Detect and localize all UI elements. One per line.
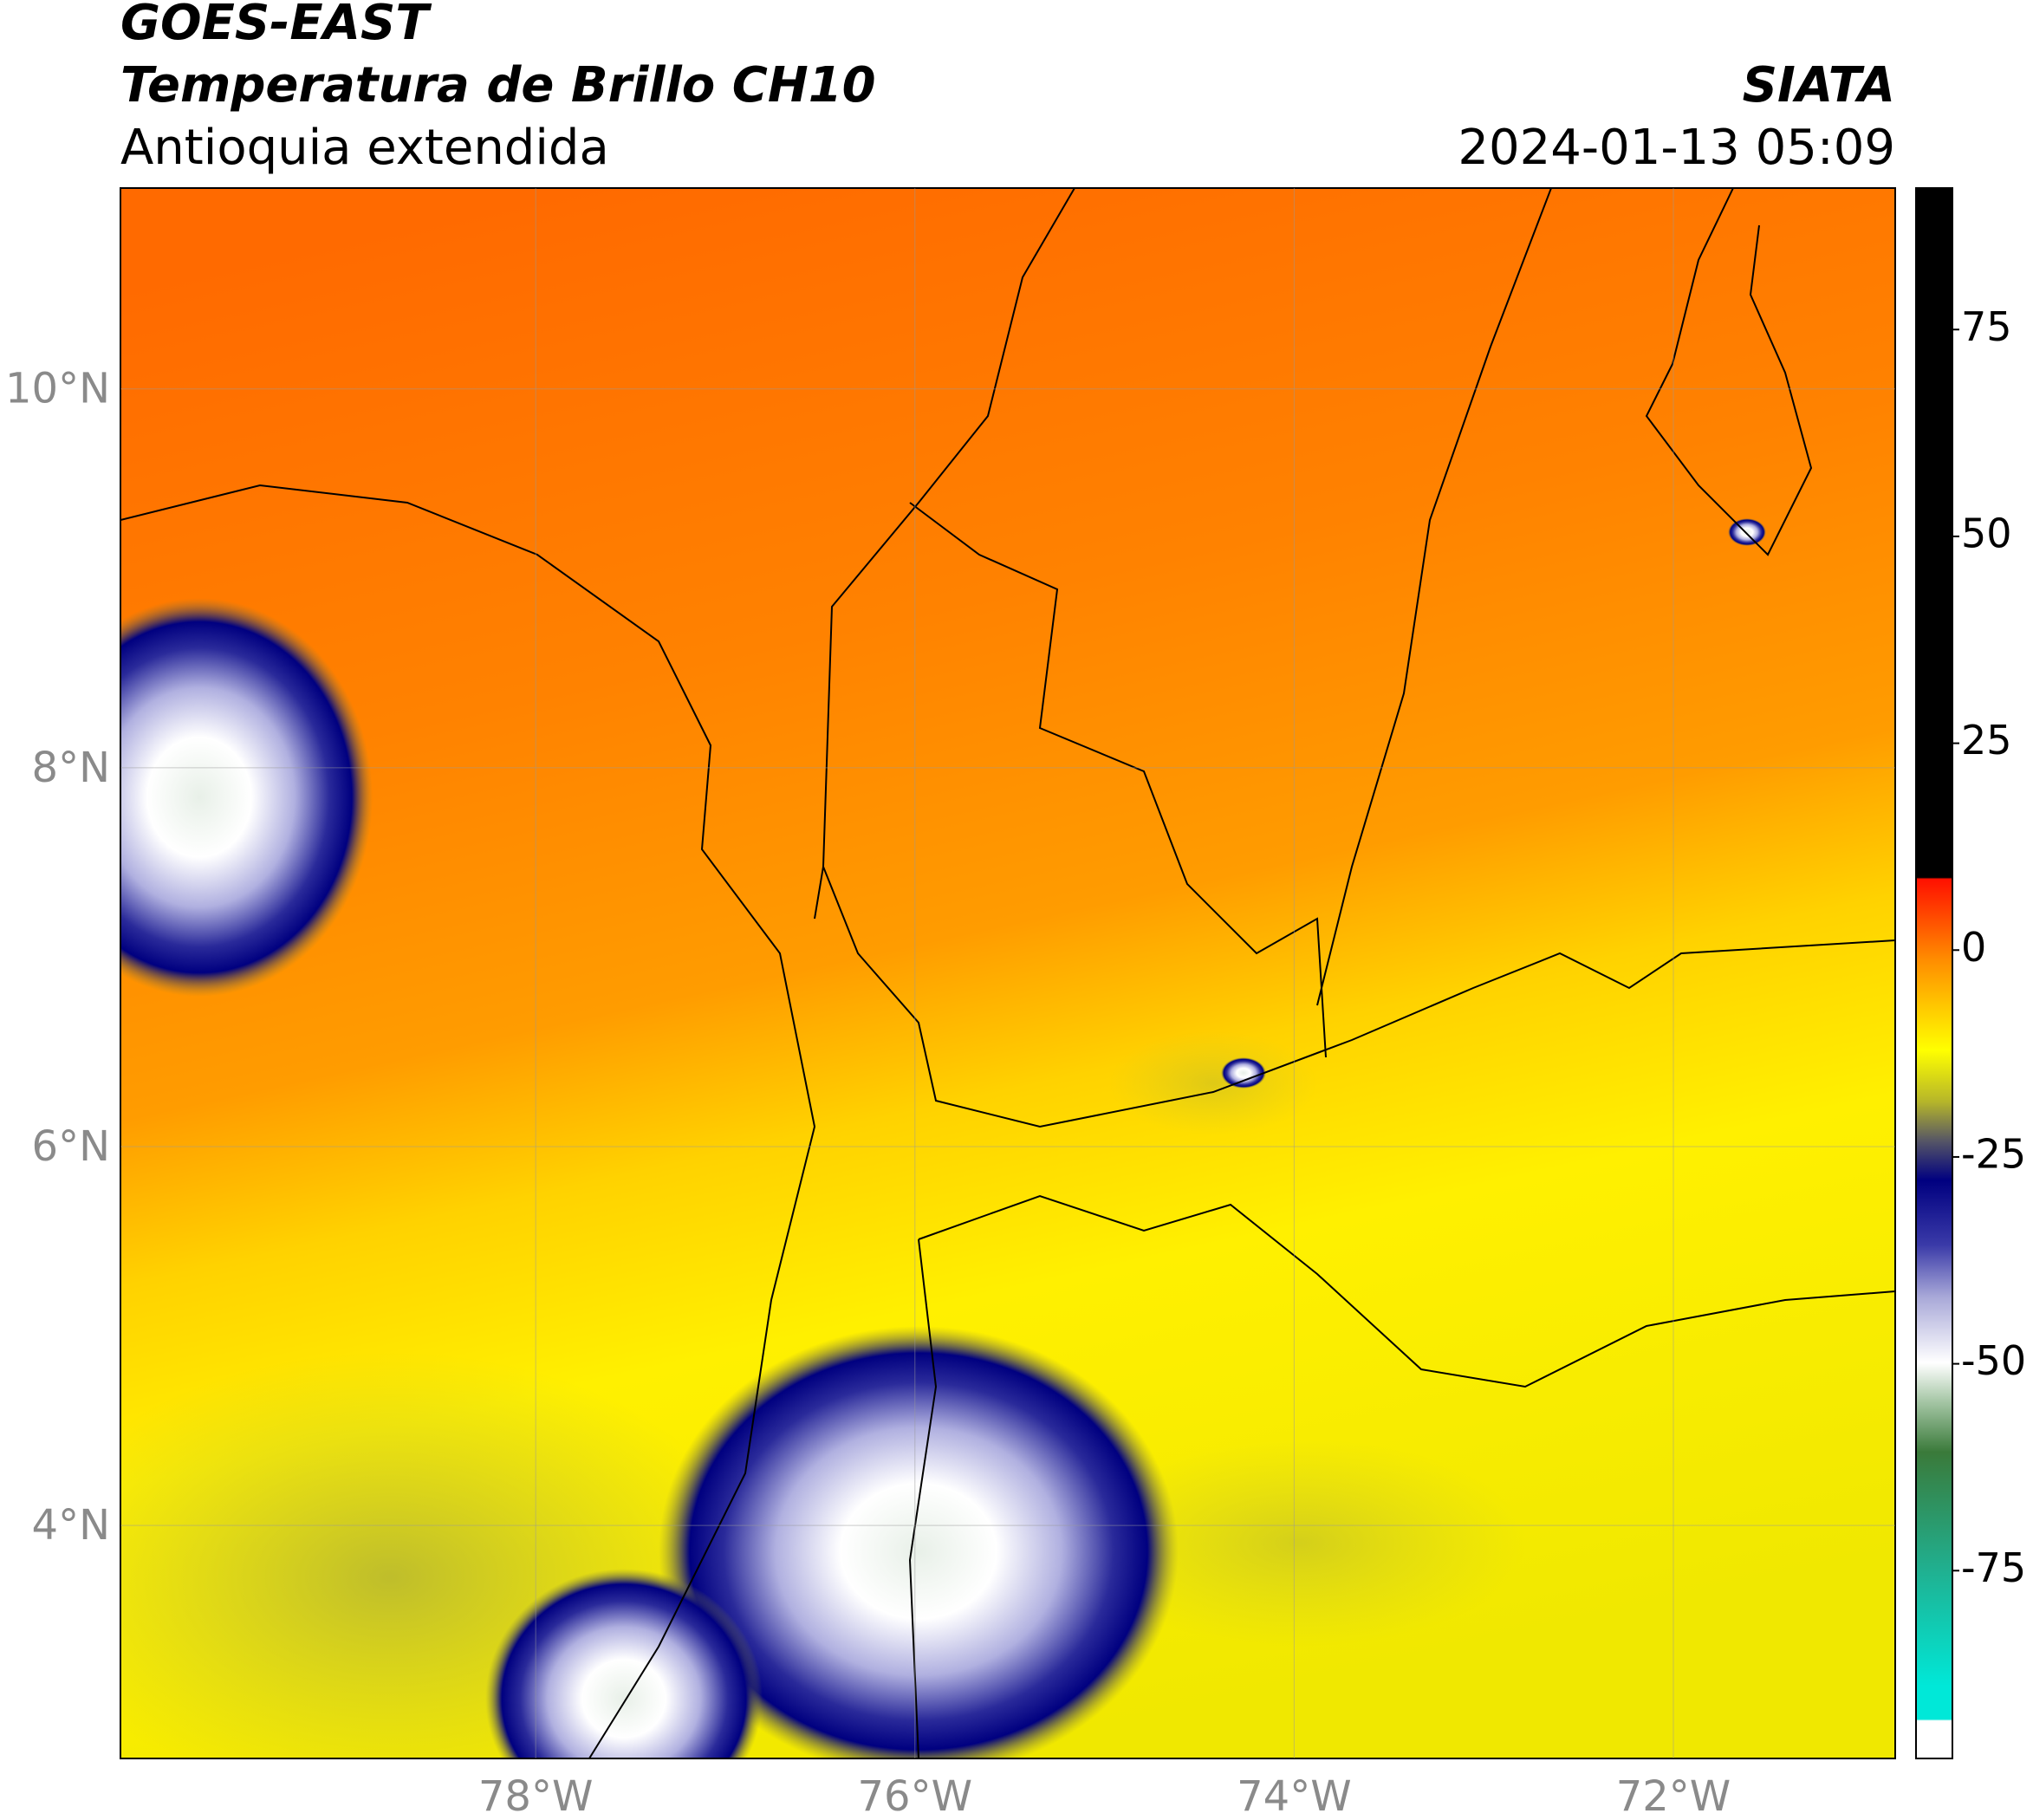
colorbar-tick-label: 0 [1961,924,1986,971]
colorbar-tick-label: -75 [1961,1544,2026,1591]
colorbar-tick-label: 75 [1961,303,2012,350]
colorbar-tick-label: -25 [1961,1130,2026,1177]
x-tick-label: 76°W [858,1772,973,1820]
map-frame [120,187,1896,1759]
colorbar-tick-label: 50 [1961,510,2012,556]
x-tick-label: 72°W [1616,1772,1731,1820]
title: GOES-EAST [120,0,432,51]
region: Antioquia extendida [120,120,609,176]
map-image [120,188,1895,1758]
x-tick-label: 78°W [478,1772,594,1820]
colorbar [1915,187,1953,1759]
y-tick-label: 6°N [32,1122,110,1171]
y-tick-label: 10°N [5,365,110,413]
y-tick-label: 4°N [32,1501,110,1550]
datetime: 2024-01-13 05:09 [1458,120,1895,176]
x-tick-label: 74°W [1237,1772,1352,1820]
colorbar-tick-label: 25 [1961,717,2012,764]
colorbar-tick-label: -50 [1961,1337,2026,1384]
y-tick-label: 8°N [32,744,110,792]
subtitle: Temperatura de Brillo CH10 [120,57,876,114]
source: SIATA [1743,57,1895,114]
